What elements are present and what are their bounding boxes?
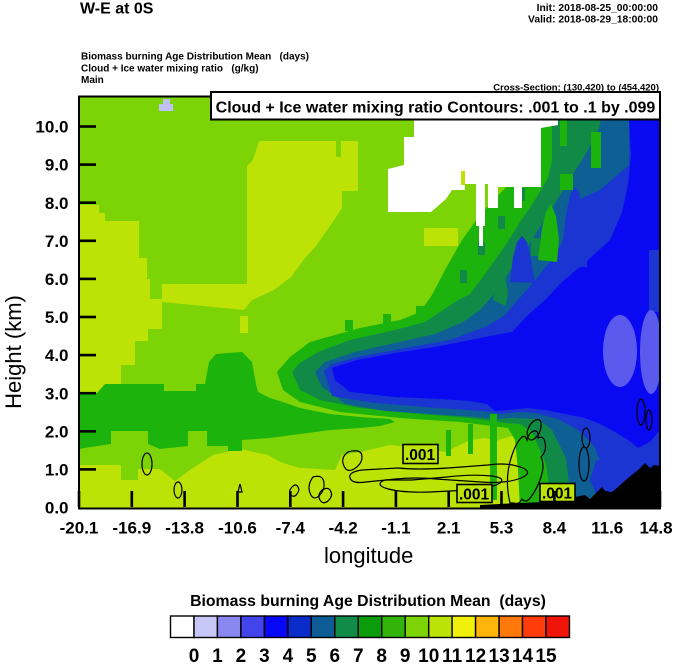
svg-text:2.0: 2.0	[45, 422, 69, 441]
svg-text:0: 0	[189, 646, 200, 667]
svg-text:8.4: 8.4	[543, 519, 567, 538]
svg-text:3.0: 3.0	[45, 384, 69, 403]
svg-text:9.0: 9.0	[45, 156, 69, 175]
svg-text:6.0: 6.0	[45, 270, 69, 289]
svg-text:1.0: 1.0	[45, 461, 69, 480]
svg-text:11.6: 11.6	[591, 519, 623, 538]
svg-text:7.0: 7.0	[45, 232, 69, 251]
svg-text:.001: .001	[542, 486, 573, 503]
svg-text:8: 8	[376, 646, 387, 667]
svg-text:Biomass burning Age Distributi: Biomass burning Age Distribution Mean (d…	[81, 52, 309, 63]
svg-text:Biomass burning Age Distributi: Biomass burning Age Distribution Mean (d…	[190, 593, 546, 610]
svg-text:3: 3	[259, 646, 270, 667]
svg-text:6: 6	[330, 646, 341, 667]
svg-text:-7.4: -7.4	[276, 519, 306, 538]
svg-text:7: 7	[353, 646, 364, 667]
svg-text:10: 10	[418, 646, 439, 667]
svg-text:5.3: 5.3	[490, 519, 514, 538]
svg-text:2: 2	[236, 646, 247, 667]
svg-text:11: 11	[442, 646, 463, 667]
svg-text:.001: .001	[405, 447, 436, 464]
svg-text:9: 9	[400, 646, 411, 667]
svg-text:10.0: 10.0	[35, 118, 68, 137]
svg-text:Cloud + Ice water mixing ratio: Cloud + Ice water mixing ratio Contours:…	[216, 100, 656, 117]
svg-text:Main: Main	[81, 75, 104, 86]
svg-text:Valid: 2018-08-29_18:00:00: Valid: 2018-08-29_18:00:00	[528, 15, 658, 26]
svg-text:13: 13	[489, 646, 510, 667]
svg-text:12: 12	[465, 646, 486, 667]
svg-text:5: 5	[306, 646, 317, 667]
svg-text:-13.8: -13.8	[165, 519, 204, 538]
svg-text:-1.1: -1.1	[381, 519, 410, 538]
svg-text:-10.6: -10.6	[218, 519, 257, 538]
svg-text:14: 14	[512, 646, 534, 667]
svg-text:-16.9: -16.9	[112, 519, 151, 538]
svg-text:5.0: 5.0	[45, 308, 69, 327]
svg-text:8.0: 8.0	[45, 194, 69, 213]
svg-text:Init: 2018-08-25_00:00:00: Init: 2018-08-25_00:00:00	[537, 3, 659, 14]
svg-text:Cross-Section: (130,420) to (4: Cross-Section: (130,420) to (454,420)	[493, 83, 659, 94]
svg-text:4: 4	[283, 646, 294, 667]
svg-text:-4.2: -4.2	[328, 519, 357, 538]
svg-text:Cloud + Ice water mixing ratio: Cloud + Ice water mixing ratio (g/kg)	[81, 64, 259, 75]
svg-text:1: 1	[212, 646, 223, 667]
svg-text:longitude: longitude	[324, 543, 413, 568]
svg-text:W-E at 0S: W-E at 0S	[80, 1, 154, 18]
svg-text:4.0: 4.0	[45, 346, 69, 365]
svg-text:14.8: 14.8	[639, 519, 672, 538]
svg-text:.001: .001	[459, 487, 490, 504]
svg-text:-20.1: -20.1	[60, 519, 99, 538]
svg-text:0.0: 0.0	[45, 499, 69, 518]
svg-text:Height (km): Height (km)	[1, 295, 26, 409]
svg-text:2.1: 2.1	[437, 519, 461, 538]
svg-text:15: 15	[535, 646, 557, 667]
